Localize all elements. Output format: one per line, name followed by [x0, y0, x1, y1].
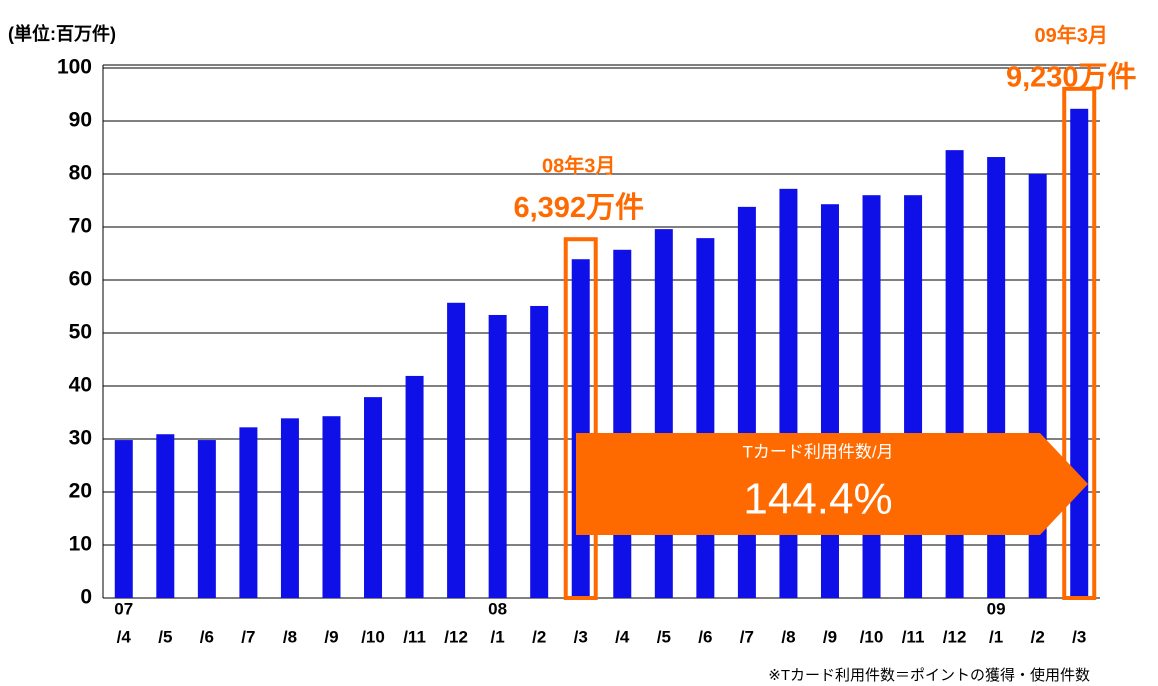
bar [405, 375, 424, 598]
x-tick-label: /5 [158, 627, 172, 646]
y-tick-label: 60 [69, 268, 92, 291]
y-tick-label: 30 [69, 427, 92, 450]
bar [197, 440, 216, 598]
x-tick-label: 07 [114, 599, 133, 618]
value-label: 9,230万件 [1006, 60, 1137, 93]
bar [364, 397, 383, 598]
bar [862, 195, 881, 598]
bar [779, 188, 798, 598]
x-tick-label: /2 [1031, 627, 1045, 646]
x-tick-label: /10 [361, 627, 385, 646]
x-tick-label: /1 [989, 627, 1003, 646]
bar [696, 238, 715, 598]
x-tick-label: /8 [781, 627, 795, 646]
annotation-date: 08年3月 [542, 154, 615, 178]
annotation-date: 09年3月 [1035, 23, 1108, 47]
y-tick-label: 80 [69, 162, 92, 185]
bar [613, 249, 632, 599]
bar [737, 206, 756, 599]
bar [114, 440, 133, 598]
y-tick-label: 90 [69, 109, 92, 132]
x-tick-label: /4 [615, 627, 630, 646]
bar [156, 434, 175, 598]
bar [239, 427, 258, 598]
x-tick-label: /6 [698, 627, 712, 646]
x-tick-label: /7 [740, 627, 754, 646]
y-tick-label: 100 [57, 56, 92, 79]
value-label: 6,392万件 [513, 191, 644, 224]
x-tick-label: /5 [657, 627, 671, 646]
chart-title: (単位:百万件) [8, 23, 116, 44]
x-tick-label: 09 [987, 599, 1006, 618]
x-tick-label: /6 [200, 627, 214, 646]
bar [654, 229, 673, 598]
bar [1070, 108, 1089, 598]
x-tick-label: /4 [117, 627, 132, 646]
x-tick-label: /10 [860, 627, 884, 646]
x-tick-label: /12 [444, 627, 468, 646]
y-tick-label: 10 [69, 533, 92, 556]
y-tick-label: 40 [69, 374, 92, 397]
y-tick-label: 20 [69, 480, 92, 503]
highlight-box [1062, 86, 1097, 600]
growth-arrow [576, 433, 1088, 535]
x-tick-label: /12 [943, 627, 967, 646]
y-tick-label: 50 [69, 321, 92, 344]
x-tick-label: /3 [574, 627, 588, 646]
bar [904, 195, 923, 598]
bar [820, 204, 839, 598]
x-tick-label: /11 [902, 627, 925, 646]
arrow-value: 144.4% [743, 475, 892, 524]
x-tick-label: /11 [403, 627, 426, 646]
x-tick-label: /7 [241, 627, 255, 646]
x-tick-label: /2 [532, 627, 546, 646]
bar [571, 259, 590, 598]
y-tick-label: 0 [80, 586, 92, 609]
x-tick-label: /3 [1072, 627, 1086, 646]
y-tick-label: 70 [69, 215, 92, 238]
x-tick-label: /8 [283, 627, 297, 646]
bar [280, 418, 299, 598]
arrow-title: Tカード利用件数/月 [742, 442, 893, 461]
footnote: ※Tカード利用件数＝ポイントの獲得・使用件数 [768, 667, 1090, 684]
bar [530, 305, 549, 598]
x-tick-label: /9 [823, 627, 837, 646]
x-tick-label: /9 [324, 627, 338, 646]
x-tick-label: /1 [491, 627, 505, 646]
bar [488, 314, 507, 598]
highlight-box [563, 237, 598, 600]
bar [447, 302, 466, 598]
bar [322, 416, 341, 598]
x-tick-label: 08 [488, 599, 507, 618]
